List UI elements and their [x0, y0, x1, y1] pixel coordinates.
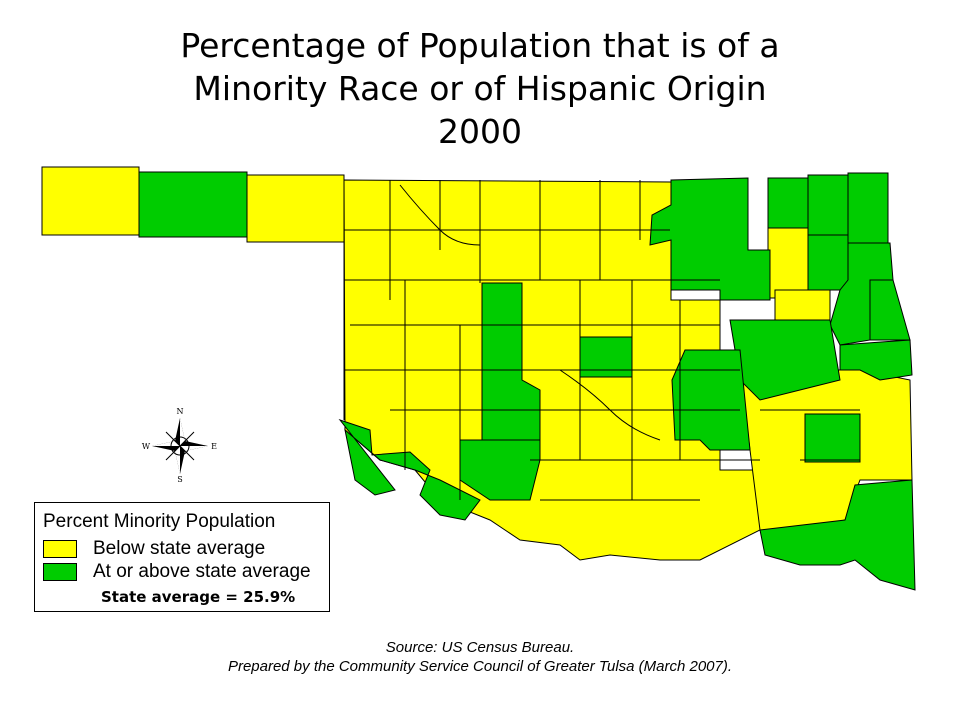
- source-line-2: Prepared by the Community Service Counci…: [227, 658, 733, 675]
- legend-title: Percent Minority Population: [43, 511, 276, 532]
- county-texas: [138, 171, 248, 238]
- river-lines: [399, 184, 661, 441]
- county-mccurtain-choctaw: [759, 479, 916, 591]
- compass-n: N: [177, 407, 184, 416]
- legend: Percent Minority Population Below state …: [34, 502, 330, 612]
- compass-s: S: [177, 475, 182, 484]
- compass-e: E: [211, 442, 217, 451]
- legend-swatch-below: [43, 540, 77, 558]
- county-okmulgee: [671, 349, 751, 451]
- legend-label-below: Below state average: [93, 538, 266, 559]
- county-oklahoma: [579, 336, 633, 378]
- county-rogers: [807, 234, 849, 291]
- county-delaware: [829, 242, 894, 346]
- compass-rose: N S E W: [142, 407, 217, 484]
- compass-w: W: [142, 442, 151, 451]
- county-latimer: [804, 413, 861, 463]
- county-beaver: [246, 174, 345, 243]
- map-title: Percentage of Population that is of a Mi…: [0, 24, 960, 153]
- county-ottawa: [847, 172, 889, 244]
- legend-label-above: At or above state average: [93, 561, 311, 582]
- state-average: State average = 25.9%: [101, 588, 296, 606]
- county-nowata: [767, 227, 809, 299]
- source-note: Source: US Census Bureau. Prepared by th…: [0, 638, 960, 676]
- county-sequoyah: [839, 339, 913, 381]
- county-osage: [649, 177, 771, 301]
- county-boundaries: [343, 180, 860, 501]
- counties-above-average: [138, 171, 916, 591]
- county-craig: [807, 174, 849, 236]
- county-mayes: [774, 289, 831, 326]
- title-line-3: 2000: [438, 112, 522, 151]
- legend-swatch-above: [43, 563, 77, 581]
- county-washington: [767, 177, 809, 229]
- county-adair: [869, 279, 911, 341]
- title-line-2: Minority Race or of Hispanic Origin: [193, 69, 767, 108]
- source-line-1: Source: US Census Bureau.: [385, 639, 575, 656]
- title-line-1: Percentage of Population that is of a: [180, 26, 780, 65]
- county-cimarron: [41, 166, 140, 236]
- county-jackson-tillman: [338, 418, 481, 521]
